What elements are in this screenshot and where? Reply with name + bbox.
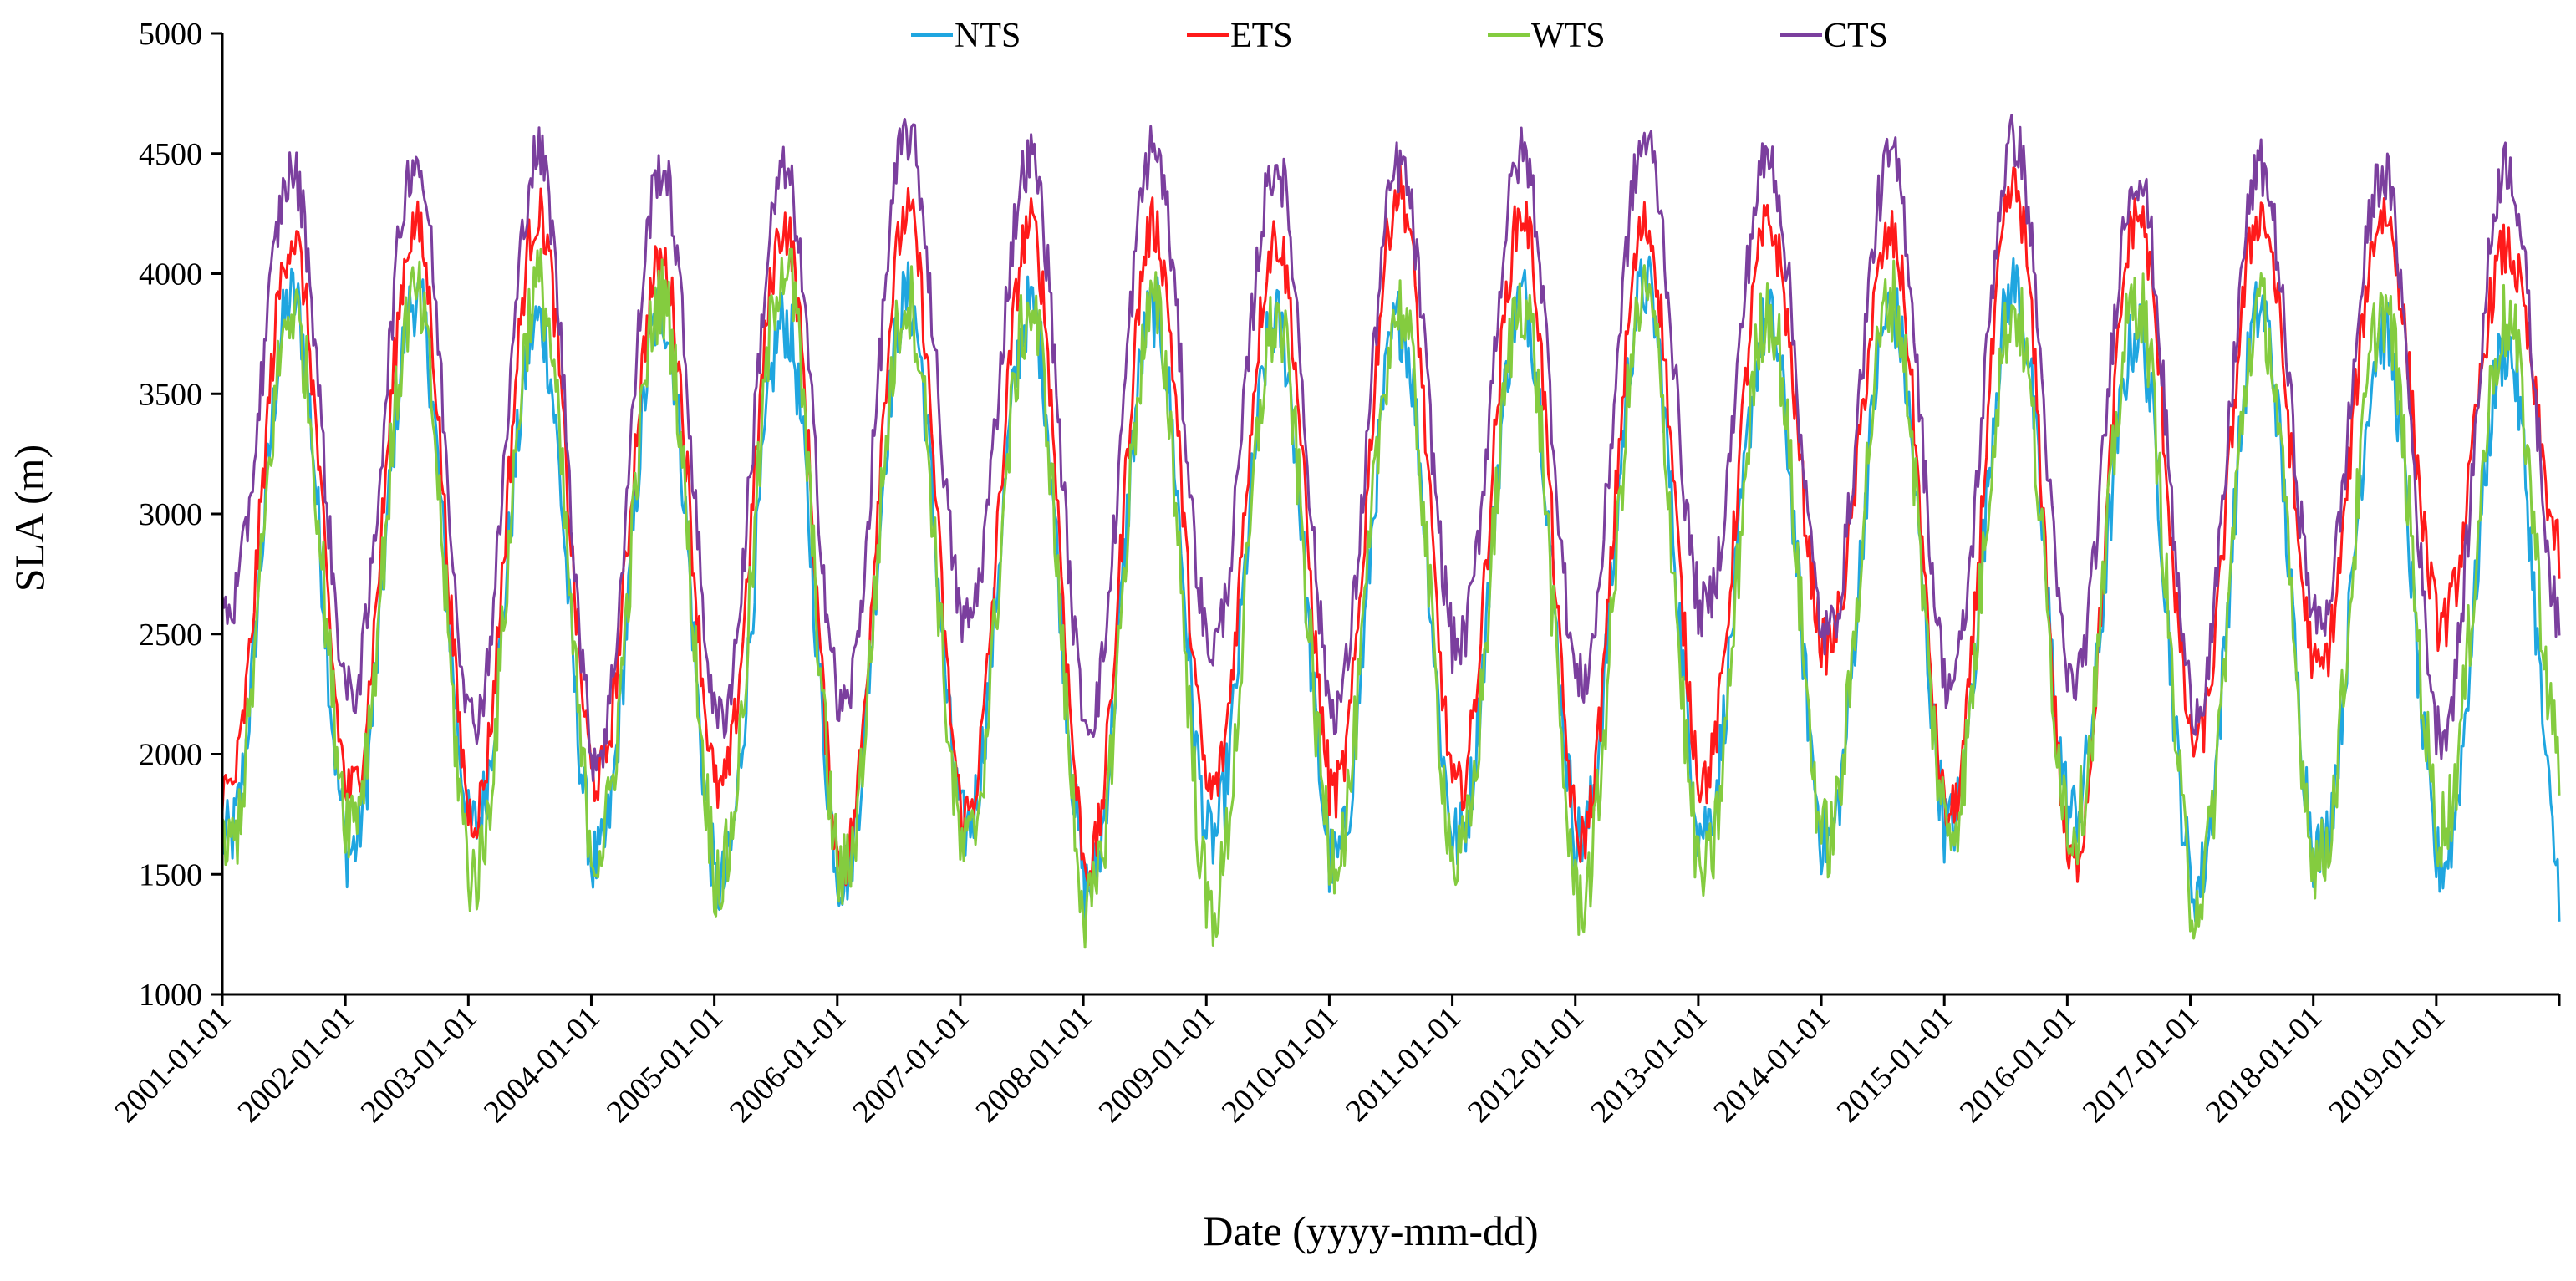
y-axis-title: SLA (m) bbox=[6, 445, 53, 592]
legend-label-ets: ETS bbox=[1230, 17, 1293, 55]
x-tick-label: 2018-01-01 bbox=[2199, 1000, 2329, 1130]
y-tick-label: 4500 bbox=[139, 137, 202, 172]
x-tick-label: 2017-01-01 bbox=[2076, 1000, 2206, 1130]
y-tick-label: 2000 bbox=[139, 738, 202, 773]
axes: 1000 1500 2000 2500 3000 3500 4000 4500 5000 200… bbox=[108, 17, 2561, 1130]
legend-label-cts: CTS bbox=[1824, 17, 1888, 55]
y-tick-label: 1500 bbox=[139, 857, 202, 892]
x-tick-label: 2015-01-01 bbox=[1830, 1000, 1959, 1130]
x-tick-label: 2012-01-01 bbox=[1461, 1000, 1591, 1130]
x-tick-label: 2014-01-01 bbox=[1707, 1000, 1836, 1130]
x-tick-label: 2004-01-01 bbox=[477, 1000, 607, 1130]
x-tick-label: 2007-01-01 bbox=[846, 1000, 975, 1130]
x-tick-label: 2005-01-01 bbox=[600, 1000, 730, 1130]
x-tick-label: 2010-01-01 bbox=[1215, 1000, 1345, 1130]
x-tick-label: 2008-01-01 bbox=[969, 1000, 1098, 1130]
x-tick-label: 2002-01-01 bbox=[231, 1000, 360, 1130]
legend-label-wts: WTS bbox=[1531, 17, 1606, 55]
series-lines bbox=[221, 114, 2561, 949]
y-tick-label: 3000 bbox=[139, 497, 202, 532]
y-tick-label: 2500 bbox=[139, 618, 202, 653]
series-line-wts bbox=[221, 247, 2561, 949]
series-line-ets bbox=[221, 163, 2561, 887]
y-ticks: 1000 1500 2000 2500 3000 3500 4000 4500 5000 bbox=[139, 17, 222, 1013]
legend-label-nts: NTS bbox=[955, 17, 1021, 55]
x-tick-label: 2016-01-01 bbox=[1953, 1000, 2083, 1130]
x-tick-label: 2009-01-01 bbox=[1092, 1000, 1222, 1130]
y-tick-label: 3500 bbox=[139, 377, 202, 412]
series-line-cts bbox=[221, 114, 2561, 782]
x-tick-label: 2001-01-01 bbox=[108, 1000, 237, 1130]
y-tick-label: 5000 bbox=[139, 17, 202, 52]
x-axis-title: Date (yyyy-mm-dd) bbox=[1203, 1207, 1538, 1254]
y-tick-label: 4000 bbox=[139, 257, 202, 292]
y-tick-label: 1000 bbox=[139, 978, 202, 1013]
x-tick-label: 2003-01-01 bbox=[354, 1000, 484, 1130]
x-tick-label: 2011-01-01 bbox=[1339, 1000, 1468, 1129]
x-tick-label: 2006-01-01 bbox=[723, 1000, 853, 1130]
legend: NTS ETS WTS CTS bbox=[911, 17, 1888, 55]
x-tick-label: 2019-01-01 bbox=[2322, 1000, 2451, 1130]
x-tick-label: 2013-01-01 bbox=[1584, 1000, 1713, 1130]
x-ticks: 2001-01-012002-01-012003-01-012004-01-01… bbox=[108, 994, 2561, 1130]
